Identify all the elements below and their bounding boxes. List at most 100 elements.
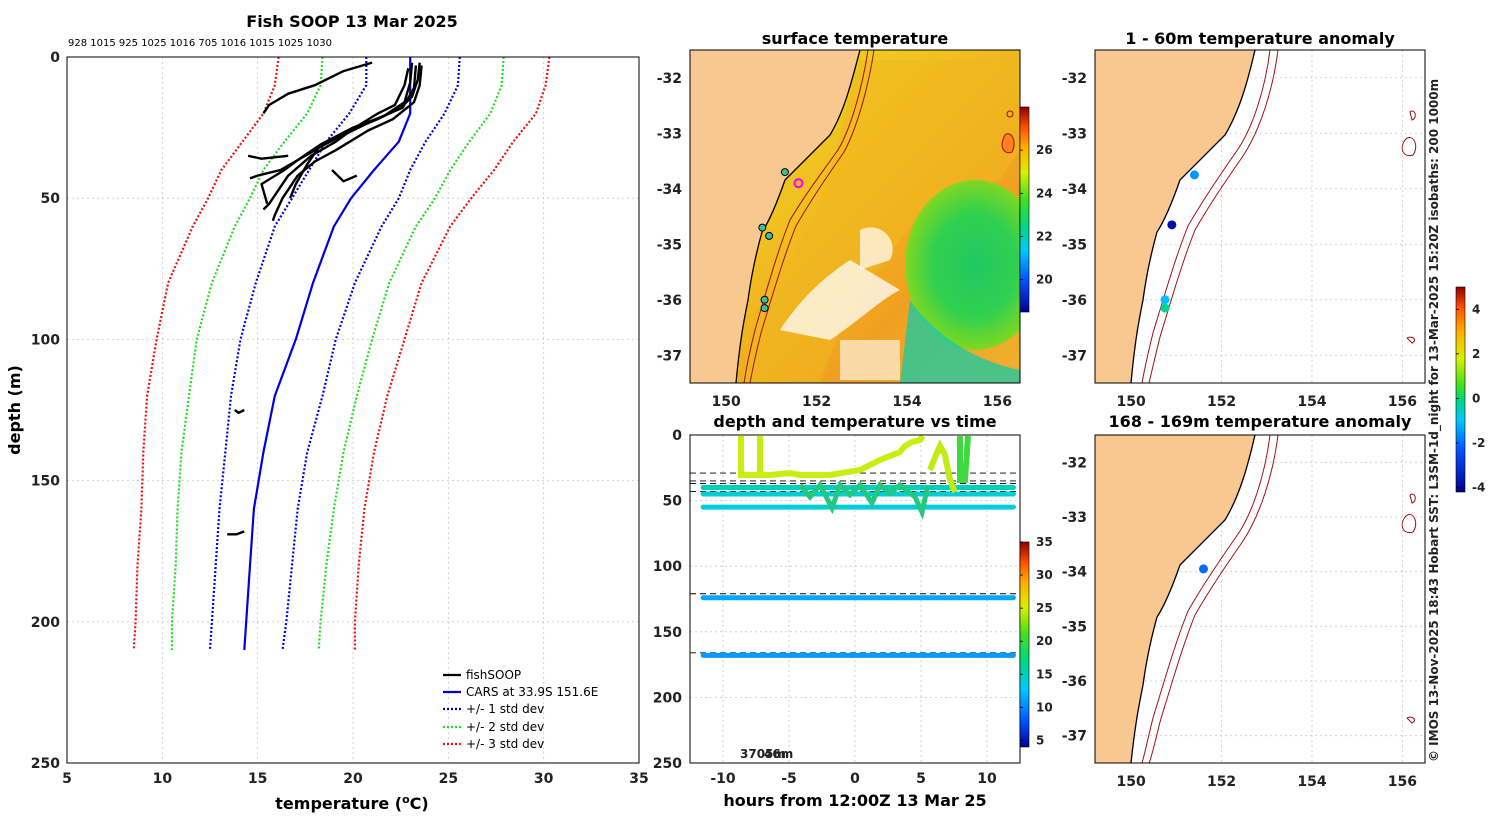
sst-current-position-marker <box>793 178 804 189</box>
anomaly-shallow-panel: 1 - 60m temperature anomaly 150 152 154 156… <box>1062 29 1426 410</box>
time-ytick-label: 250 <box>653 756 682 772</box>
fishsoop-profile-line <box>249 62 421 180</box>
sst-cloud-gap-3 <box>840 340 900 380</box>
sst-ytick-label: -35 <box>657 237 682 253</box>
legend-label-2sd: +/- 2 std dev <box>466 720 544 734</box>
fishsoop-profile-line <box>331 169 358 183</box>
profile-ylabel: depth (m) <box>5 365 24 455</box>
anomaly-shallow-axes-box <box>1094 49 1426 384</box>
anomaly-deep-ticks: 150 152 154 156 -32 -33 -34 -35 -36 -37 <box>1062 455 1417 790</box>
sst-station-marker <box>760 304 769 313</box>
sst-title: surface temperature <box>762 29 949 48</box>
anomaly-shallow-land <box>1095 50 1255 383</box>
sst-station-marker <box>780 168 789 177</box>
sst-colorbar-ticks: 20 22 24 26 <box>1020 143 1053 287</box>
anomaly-deep-coast <box>1130 435 1256 763</box>
fishsoop-profile-line <box>234 408 245 414</box>
anomaly-shallow-point <box>1189 170 1199 180</box>
anomaly-deep-axes-box <box>1094 434 1426 764</box>
legend-label-1sd: +/- 1 std dev <box>466 702 544 716</box>
anomaly-shallow-ytick-label: -35 <box>1062 237 1087 253</box>
sst-colorbar-tick-label: 26 <box>1036 143 1053 157</box>
fishsoop-profile-line <box>260 62 414 205</box>
profile-top-labels: 928 1015 925 1025 1016 705 1016 1015 102… <box>68 38 332 49</box>
sst-cold-eddy <box>905 180 1020 350</box>
profile-series <box>132 57 551 651</box>
sst-coastline <box>735 50 861 383</box>
time-colorbar-tick-label: 10 <box>1036 700 1053 714</box>
time-body <box>690 435 1020 658</box>
sst-land <box>690 50 860 383</box>
cars-stddev-line <box>170 57 324 650</box>
sst-map-panel: surface temperature 150 152 154 156 -32 -33 -3… <box>657 29 1053 410</box>
anomaly-shallow-xtick-label: 156 <box>1388 394 1417 410</box>
anomaly-shallow-ytick-label: -34 <box>1062 182 1088 198</box>
anomaly-shallow-point <box>1160 303 1170 313</box>
cars-mean-line <box>243 57 412 651</box>
anomaly-shallow-ytick-label: -36 <box>1062 293 1087 309</box>
sst-colorbar-tick-label: 24 <box>1036 186 1053 200</box>
time-xlabel: hours from 12:00Z 13 Mar 25 <box>723 791 986 810</box>
time-annotation-overlap: 46m <box>764 747 793 761</box>
anomaly-deep-panel: 168 - 169m temperature anomaly 150 152 154… <box>1062 286 1485 790</box>
profile-ytick-label: 50 <box>41 191 61 207</box>
sst-island-1 <box>1001 133 1015 154</box>
anomaly-deep-land <box>1095 435 1255 763</box>
sst-ytick-label: -34 <box>657 182 683 198</box>
sst-ytick-label: -32 <box>657 71 682 87</box>
time-colorbar-tick-label: 5 <box>1036 733 1044 747</box>
anomaly-shallow-isobath-200 <box>1141 50 1271 383</box>
time-colorbar-tick-label: 25 <box>1036 601 1053 615</box>
profile-axes-box <box>66 56 640 764</box>
time-colorbar-tick-label: 30 <box>1036 568 1053 582</box>
time-surface-drop-2 <box>927 439 958 494</box>
sst-island-2 <box>1006 110 1014 118</box>
anomaly-deep-point <box>1198 564 1208 574</box>
anomaly-deep-points <box>1198 564 1208 574</box>
time-annotation: 3705m <box>740 747 786 761</box>
time-xtick-label: -10 <box>710 771 736 787</box>
anomaly-shallow-xtick-label: 150 <box>1117 394 1146 410</box>
legend-label-cars: CARS at 33.9S 151.6E <box>466 685 598 699</box>
cars-stddev-line <box>353 57 551 650</box>
anomaly-shallow-xtick-label: 152 <box>1207 394 1236 410</box>
sst-isobath-1000 <box>749 50 875 383</box>
anomaly-deep-ytick-label: -33 <box>1062 510 1087 526</box>
anomaly-deep-xtick-label: 150 <box>1117 774 1146 790</box>
profile-ytick-label: 0 <box>50 50 60 66</box>
profile-xlabel: temperature (oC) <box>275 793 428 814</box>
profile-ticks: 5 10 15 20 25 30 35 0 50 100 150 200 250 <box>31 50 649 787</box>
time-colorbar-ticks: 5 10 15 20 25 30 35 <box>1020 535 1053 747</box>
anomaly-shallow-island-1 <box>1401 137 1417 157</box>
fishsoop-profile-line <box>227 530 245 536</box>
sst-colorbar <box>1019 106 1030 313</box>
profile-xtick-label: 15 <box>248 771 267 787</box>
cars-stddev-line <box>208 57 368 651</box>
sst-isobath-200 <box>743 50 869 383</box>
anomaly-deep-island-3 <box>1406 716 1415 724</box>
time-colorbar-tick-label: 15 <box>1036 667 1053 681</box>
profile-xtick-label: 10 <box>153 771 173 787</box>
anomaly-shallow-point <box>1167 220 1177 230</box>
sst-map-body <box>690 50 1020 383</box>
time-xtick-label: 5 <box>916 771 926 787</box>
time-surface-track <box>738 435 926 478</box>
time-ytick-label: 100 <box>653 559 682 575</box>
profile-ytick-label: 150 <box>31 474 60 490</box>
time-tracks <box>700 484 1016 658</box>
anomaly-deep-ytick-label: -36 <box>1062 674 1087 690</box>
fishsoop-profile-line <box>288 65 418 199</box>
anomaly-colorbar-tick-label: -4 <box>1472 481 1485 495</box>
fishsoop-profile-line <box>262 61 373 115</box>
profile-ytick-label: 100 <box>31 332 60 348</box>
time-colorbar <box>1019 541 1030 748</box>
anomaly-shallow-title: 1 - 60m temperature anomaly <box>1125 29 1395 48</box>
anomaly-deep-xtick-label: 152 <box>1207 774 1236 790</box>
profile-legend: fishSOOP CARS at 33.9S 151.6E +/- 1 std … <box>443 668 598 751</box>
profile-xtick-label: 25 <box>439 771 458 787</box>
sst-ticks: 150 152 154 156 -32 -33 -34 -35 -36 -37 <box>657 71 1012 410</box>
anomaly-deep-xtick-label: 156 <box>1388 774 1417 790</box>
sst-station-marker <box>765 231 774 240</box>
cars-stddev-line <box>132 57 280 651</box>
legend-label-3sd: +/- 3 std dev <box>466 737 544 751</box>
